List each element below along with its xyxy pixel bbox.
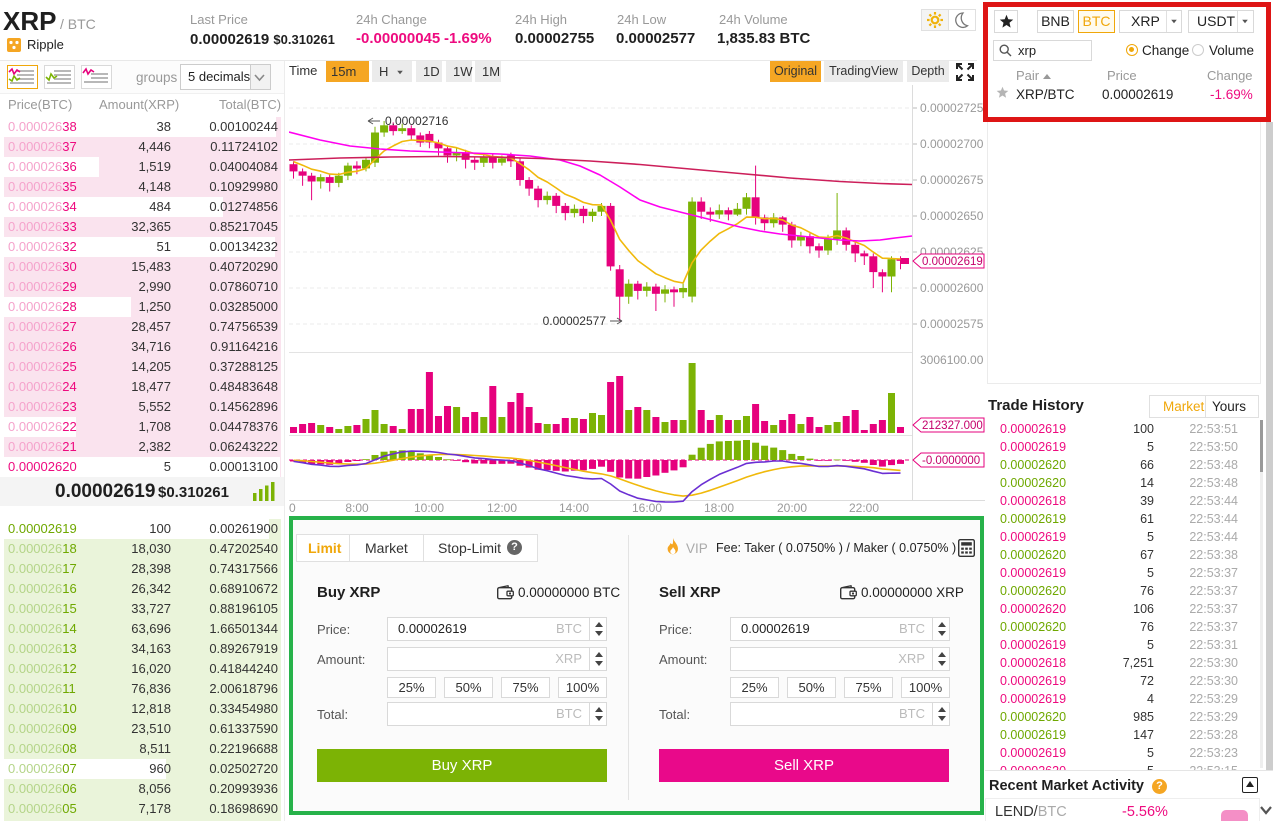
- svg-text:212327.000: 212327.000: [922, 420, 983, 432]
- svg-text:0.00002725: 0.00002725: [920, 101, 984, 115]
- svg-text:18:00: 18:00: [704, 501, 734, 515]
- svg-text:0.00002716: 0.00002716: [385, 114, 449, 128]
- svg-text:0.00002600: 0.00002600: [920, 281, 984, 295]
- svg-text:14:00: 14:00: [559, 501, 589, 515]
- svg-text:8:00: 8:00: [345, 501, 369, 515]
- svg-text:22:00: 22:00: [849, 501, 879, 515]
- svg-text:16:00: 16:00: [632, 501, 662, 515]
- svg-text:3006100.00: 3006100.00: [920, 353, 984, 367]
- svg-text:20:00: 20:00: [777, 501, 807, 515]
- svg-text:0.00002577: 0.00002577: [543, 314, 607, 328]
- svg-text:0.00002575: 0.00002575: [920, 317, 984, 331]
- svg-text:0.00002700: 0.00002700: [920, 137, 984, 151]
- svg-text:0.00002619: 0.00002619: [922, 256, 983, 268]
- svg-text:10:00: 10:00: [414, 501, 444, 515]
- svg-text:0.00002675: 0.00002675: [920, 173, 984, 187]
- svg-text:-0.0000000: -0.0000000: [922, 455, 980, 467]
- svg-text:0: 0: [289, 501, 296, 515]
- svg-text:0.00002650: 0.00002650: [920, 209, 984, 223]
- svg-text:12:00: 12:00: [487, 501, 517, 515]
